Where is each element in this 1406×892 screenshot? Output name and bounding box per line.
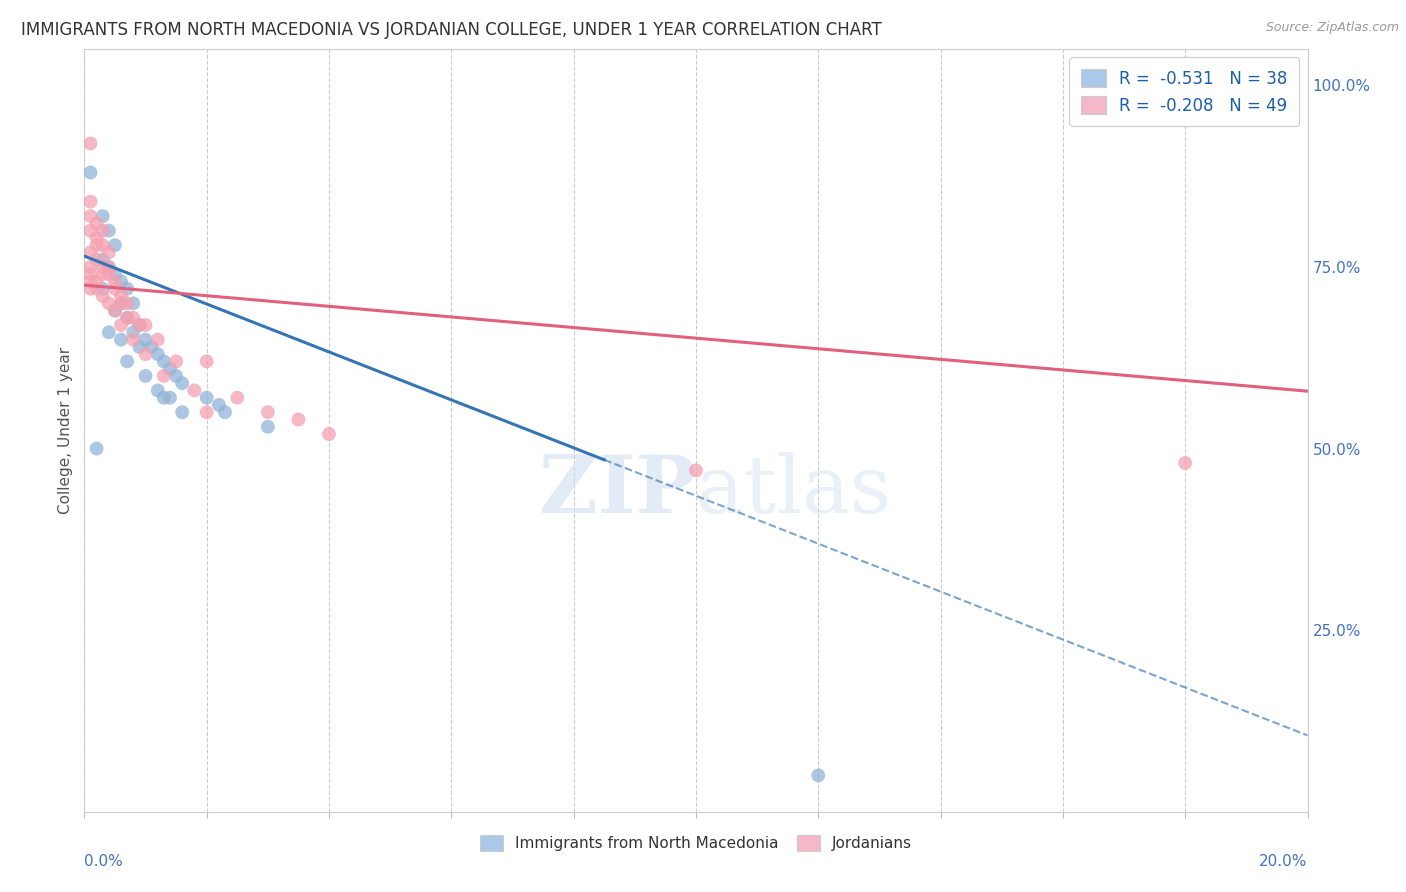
Point xyxy=(97,224,120,238)
Point xyxy=(135,318,157,332)
Point xyxy=(79,194,101,209)
Point xyxy=(97,326,120,340)
Point xyxy=(153,391,176,405)
Text: 20.0%: 20.0% xyxy=(1260,854,1308,869)
Point xyxy=(104,282,127,296)
Point xyxy=(159,391,181,405)
Point xyxy=(214,405,236,419)
Point xyxy=(115,310,138,325)
Point xyxy=(97,260,120,274)
Point xyxy=(79,136,101,151)
Point xyxy=(318,427,340,442)
Point xyxy=(128,318,150,332)
Point xyxy=(110,318,132,332)
Point xyxy=(79,209,101,223)
Point xyxy=(135,347,157,361)
Point xyxy=(91,267,114,281)
Point xyxy=(97,260,120,274)
Point xyxy=(104,303,127,318)
Point xyxy=(79,267,101,281)
Text: atlas: atlas xyxy=(696,452,891,531)
Point xyxy=(141,340,163,354)
Point xyxy=(86,238,108,252)
Point xyxy=(135,368,157,383)
Point xyxy=(115,354,138,368)
Text: 0.0%: 0.0% xyxy=(84,854,124,869)
Point xyxy=(146,333,169,347)
Point xyxy=(115,296,138,310)
Point xyxy=(135,333,157,347)
Point xyxy=(110,296,132,310)
Point xyxy=(79,282,101,296)
Point xyxy=(91,209,114,223)
Point xyxy=(86,252,108,267)
Point xyxy=(86,442,108,456)
Point xyxy=(91,224,114,238)
Point xyxy=(104,275,127,289)
Point xyxy=(172,405,194,419)
Point xyxy=(122,326,145,340)
Point xyxy=(257,405,280,419)
Point xyxy=(128,340,150,354)
Point xyxy=(97,296,120,310)
Point xyxy=(287,412,309,426)
Point xyxy=(122,310,145,325)
Point xyxy=(195,405,218,419)
Point xyxy=(97,267,120,281)
Point xyxy=(122,296,145,310)
Point xyxy=(122,333,145,347)
Point xyxy=(79,275,101,289)
Point xyxy=(165,368,187,383)
Point xyxy=(91,252,114,267)
Point xyxy=(257,419,280,434)
Y-axis label: College, Under 1 year: College, Under 1 year xyxy=(58,347,73,514)
Point xyxy=(159,361,181,376)
Text: ZIP: ZIP xyxy=(538,452,696,531)
Point xyxy=(110,333,132,347)
Point xyxy=(97,245,120,260)
Point xyxy=(79,165,101,179)
Point xyxy=(110,289,132,303)
Point xyxy=(104,267,127,281)
Point xyxy=(79,224,101,238)
Point xyxy=(172,376,194,391)
Point xyxy=(153,368,176,383)
Point xyxy=(91,289,114,303)
Point xyxy=(86,231,108,245)
Point xyxy=(146,384,169,398)
Point xyxy=(115,282,138,296)
Point xyxy=(91,282,114,296)
Point xyxy=(226,391,249,405)
Point xyxy=(165,354,187,368)
Legend: Immigrants from North Macedonia, Jordanians: Immigrants from North Macedonia, Jordani… xyxy=(474,829,918,857)
Point xyxy=(104,238,127,252)
Point xyxy=(685,463,707,477)
Point xyxy=(79,260,101,274)
Point xyxy=(110,296,132,310)
Point xyxy=(104,303,127,318)
Point xyxy=(153,354,176,368)
Point xyxy=(195,391,218,405)
Point xyxy=(128,318,150,332)
Point xyxy=(79,245,101,260)
Text: Source: ZipAtlas.com: Source: ZipAtlas.com xyxy=(1265,21,1399,34)
Point xyxy=(86,275,108,289)
Point xyxy=(110,275,132,289)
Point xyxy=(183,384,205,398)
Point xyxy=(86,216,108,230)
Point xyxy=(86,282,108,296)
Point xyxy=(146,347,169,361)
Point xyxy=(91,238,114,252)
Point xyxy=(1174,456,1197,470)
Point xyxy=(807,768,830,782)
Point xyxy=(115,310,138,325)
Point xyxy=(195,354,218,368)
Point xyxy=(208,398,231,412)
Point xyxy=(91,260,114,274)
Text: IMMIGRANTS FROM NORTH MACEDONIA VS JORDANIAN COLLEGE, UNDER 1 YEAR CORRELATION C: IMMIGRANTS FROM NORTH MACEDONIA VS JORDA… xyxy=(21,21,882,38)
